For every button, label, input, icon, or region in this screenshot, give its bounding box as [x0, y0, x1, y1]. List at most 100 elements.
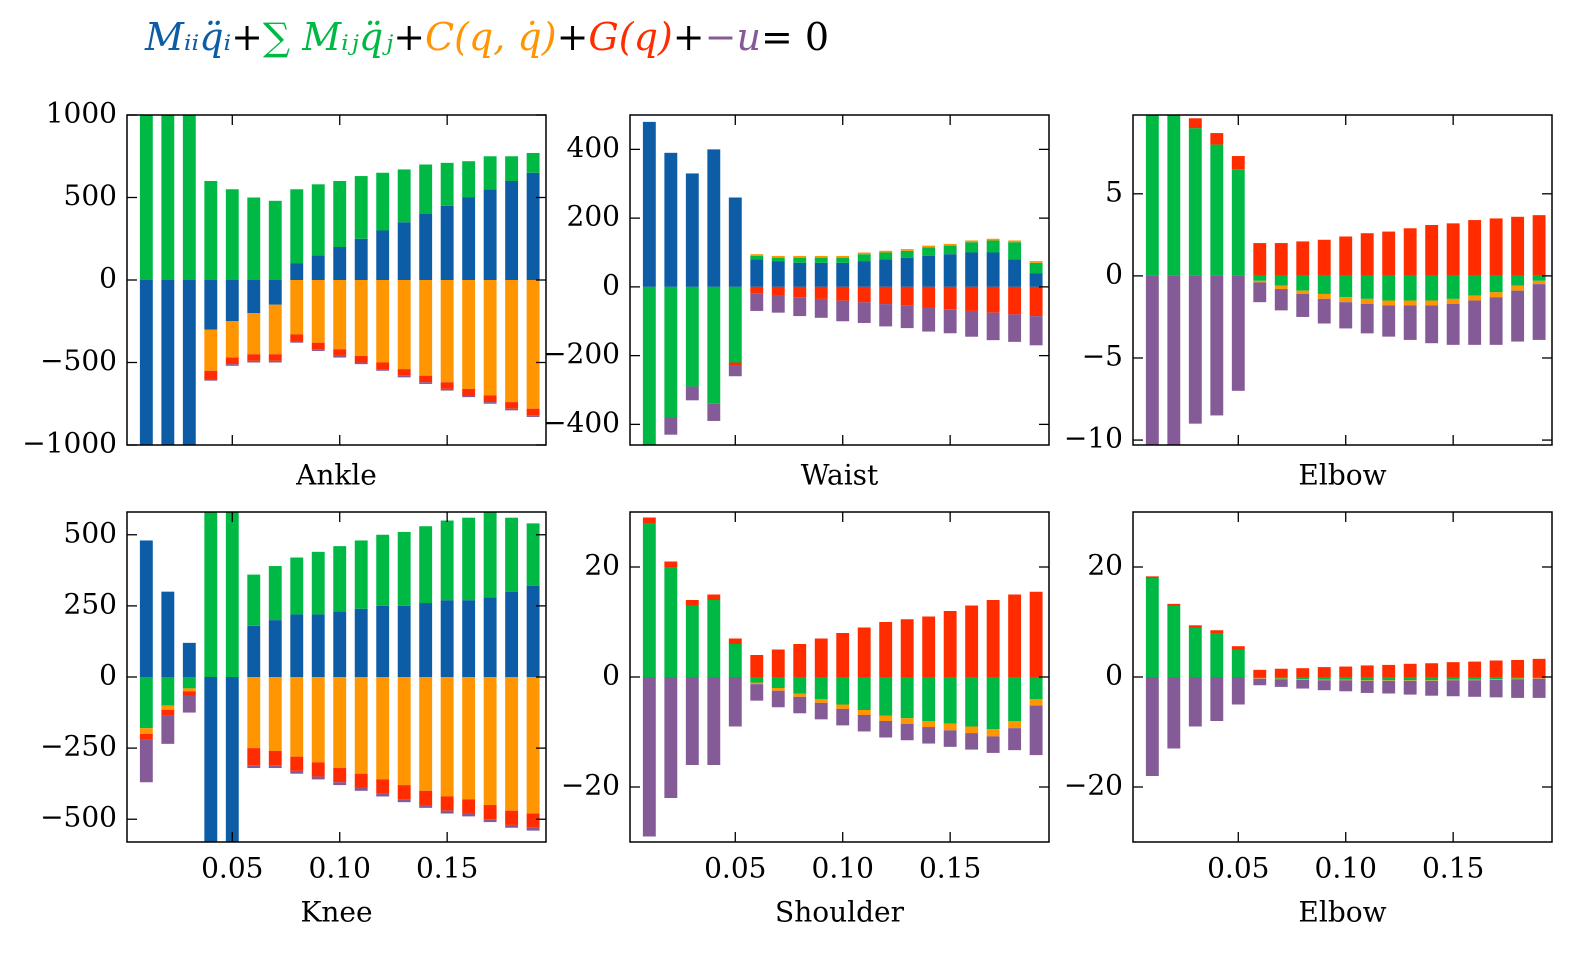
bar-segment	[1446, 662, 1460, 677]
bar-segment	[1403, 680, 1417, 681]
bar-segment	[1382, 231, 1396, 276]
bar-segment	[311, 255, 325, 280]
bar-segment	[922, 727, 936, 744]
bar-segment	[793, 262, 807, 287]
bar-segment	[986, 238, 1000, 241]
bar-segment	[664, 561, 678, 567]
bar-segment	[922, 255, 936, 287]
bar-segment	[793, 696, 807, 714]
bar-segment	[857, 714, 871, 732]
bar-segment	[642, 286, 656, 445]
bar-segment	[290, 263, 304, 280]
panel: −500 −250 0 250 500 0.05 0.10 0.15 Knee	[40, 511, 547, 929]
bar-segment	[857, 302, 871, 323]
bar-segment	[505, 181, 519, 280]
x-tick-label: 0.10	[812, 852, 874, 885]
bar-segment	[642, 517, 656, 523]
bar-segment	[642, 677, 656, 837]
bar-segment	[376, 230, 390, 280]
bar-segment	[290, 756, 304, 771]
bar-segment	[419, 382, 433, 384]
bar-segment	[685, 677, 699, 765]
bar-segment	[922, 677, 936, 721]
bar-segment	[1317, 679, 1331, 681]
bar-segment	[857, 677, 871, 710]
bar-segment	[354, 362, 368, 365]
bar-segment	[1188, 677, 1202, 727]
bar-segment	[397, 369, 411, 376]
bar-segment	[182, 642, 196, 677]
bar-segment	[1008, 721, 1022, 729]
bar-segment	[290, 614, 304, 677]
bar-segment	[354, 677, 368, 774]
bar-segment	[1231, 275, 1245, 391]
bar-segment	[1029, 316, 1043, 346]
bar-segment	[728, 365, 742, 377]
bar-segment	[1274, 275, 1288, 286]
bar-segment	[139, 733, 153, 740]
bar-segment	[1253, 243, 1267, 276]
bar-segment	[986, 736, 1000, 753]
bar-segment	[462, 280, 476, 389]
bar-segment	[750, 682, 764, 685]
bar-segment	[290, 280, 304, 335]
bar-segment	[440, 205, 454, 280]
x-axis-label: Waist	[801, 459, 879, 492]
bar-segment	[290, 557, 304, 615]
bar-segment	[419, 677, 433, 791]
bar-segment	[728, 362, 742, 366]
bar-segment	[750, 286, 764, 294]
bar-segment	[419, 790, 433, 806]
bar-segment	[836, 262, 850, 287]
y-tick-label: −500	[40, 801, 117, 834]
bar-segment	[1274, 243, 1288, 276]
bar-segment	[1253, 280, 1267, 283]
axes-frame	[1132, 114, 1553, 446]
bar-segment	[376, 605, 390, 677]
bar-segment	[986, 600, 1000, 677]
bar-segment	[268, 620, 282, 677]
bar-segment	[225, 321, 239, 358]
bar-segment	[1425, 663, 1439, 677]
bar-segment	[483, 512, 497, 598]
bar-segment	[1403, 305, 1417, 340]
bar-segment	[1145, 677, 1159, 776]
bar-segment	[204, 329, 218, 371]
y-tick-label: 400	[567, 131, 620, 164]
bar-segment	[1296, 679, 1310, 680]
x-tick-label: 0.10	[309, 852, 371, 885]
bar-segment	[376, 172, 390, 231]
axes-frame	[629, 114, 1050, 446]
bar-segment	[1511, 290, 1525, 342]
bar-segment	[161, 709, 175, 716]
bar-segment	[836, 255, 850, 258]
legend-entry: G(q)	[588, 15, 672, 59]
bar-segment	[836, 286, 850, 301]
panel: −20 0 20 0.05 0.10 0.15 Elbow	[1064, 511, 1553, 929]
y-tick-label: 500	[64, 179, 117, 212]
bar-segment	[814, 257, 828, 263]
x-axis-label: Elbow	[1298, 459, 1386, 492]
bar-segment	[419, 375, 433, 383]
bar-segment	[397, 785, 411, 800]
bar-segment	[505, 810, 519, 825]
bar-segment	[1008, 286, 1022, 315]
bar-segment	[771, 255, 785, 258]
bar-segment	[836, 257, 850, 263]
bar-segment	[440, 810, 454, 814]
bar-segment	[462, 197, 476, 280]
bar-segment	[793, 677, 807, 694]
x-tick-label: 0.05	[1207, 852, 1269, 885]
bar-segment	[204, 280, 218, 330]
bar-segment	[771, 677, 785, 688]
bar-segment	[1274, 668, 1288, 677]
bar-segment	[247, 748, 261, 766]
bars	[642, 121, 1043, 445]
equation-title: Mᵢᵢq̈ᵢ+∑ Mᵢⱼq̈ⱼ+C(q, q̇)+G(q)+−u= 0	[144, 15, 829, 59]
bar-segment	[986, 677, 1000, 730]
bar-segment	[814, 262, 828, 287]
y-tick-label: 1000	[46, 97, 117, 130]
bar-segment	[642, 523, 656, 677]
bar-segment	[526, 523, 540, 586]
bar-segment	[247, 197, 261, 280]
